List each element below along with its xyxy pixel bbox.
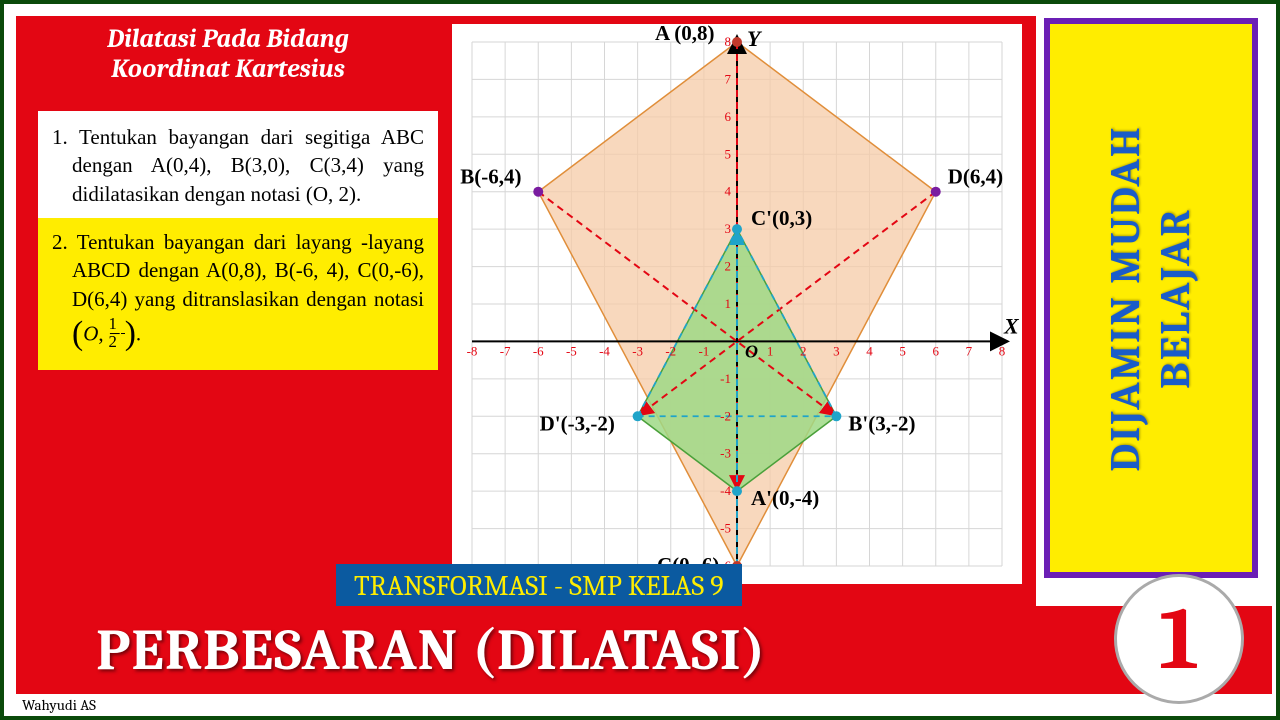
- sub-banner: TRANSFORMASI - SMP KELAS 9: [336, 564, 742, 608]
- svg-text:-4: -4: [720, 483, 731, 498]
- svg-text:-4: -4: [599, 343, 610, 358]
- svg-text:-1: -1: [720, 371, 731, 386]
- problem-1: 1. Tentukan bayangan dari segitiga ABC d…: [52, 123, 424, 208]
- svg-text:6: 6: [933, 343, 940, 358]
- svg-text:5: 5: [725, 146, 732, 161]
- svg-text:8: 8: [725, 34, 732, 49]
- svg-text:3: 3: [833, 343, 840, 358]
- svg-text:-3: -3: [720, 446, 731, 461]
- svg-text:-5: -5: [566, 343, 577, 358]
- svg-text:-8: -8: [467, 343, 478, 358]
- svg-text:D'(-3,-2): D'(-3,-2): [540, 411, 615, 435]
- svg-text:X: X: [1003, 313, 1020, 338]
- svg-text:Y: Y: [747, 26, 763, 51]
- svg-text:3: 3: [725, 221, 732, 236]
- svg-text:A (0,8): A (0,8): [655, 24, 715, 45]
- svg-text:-6: -6: [533, 343, 544, 358]
- title-line1: Dilatasi Pada Bidang: [38, 24, 418, 54]
- svg-text:-2: -2: [720, 408, 731, 423]
- svg-text:7: 7: [725, 71, 732, 86]
- svg-text:4: 4: [725, 184, 732, 199]
- svg-text:6: 6: [725, 109, 732, 124]
- slide-title: Dilatasi Pada Bidang Koordinat Kartesius: [38, 24, 418, 84]
- svg-text:2: 2: [725, 259, 732, 274]
- svg-text:B(-6,4): B(-6,4): [460, 165, 521, 189]
- bottom-banner: PERBESARAN (DILATASI): [16, 606, 1272, 694]
- svg-text:5: 5: [899, 343, 906, 358]
- problem-2: 2. Tentukan bayangan dari layang -layang…: [52, 228, 424, 358]
- svg-text:C'(0,3): C'(0,3): [751, 206, 812, 230]
- svg-text:-3: -3: [632, 343, 643, 358]
- svg-text:7: 7: [966, 343, 973, 358]
- main-red-area: Dilatasi Pada Bidang Koordinat Kartesius…: [16, 16, 1036, 606]
- svg-text:-1: -1: [698, 343, 709, 358]
- svg-text:D(6,4): D(6,4): [948, 165, 1003, 189]
- coordinate-chart: -8-7-6-5-4-3-2-112345678-6-5-4-3-2-11234…: [452, 24, 1022, 584]
- problems-box: 1. Tentukan bayangan dari segitiga ABC d…: [38, 111, 438, 370]
- svg-text:B'(3,-2): B'(3,-2): [848, 411, 915, 435]
- side-promo-box: DIJAMIN MUDAH BELAJAR: [1044, 18, 1258, 578]
- svg-text:2: 2: [800, 343, 807, 358]
- title-line2: Koordinat Kartesius: [38, 54, 418, 84]
- problem-2-highlight: 2. Tentukan bayangan dari layang -layang…: [38, 218, 438, 370]
- svg-text:1: 1: [725, 296, 732, 311]
- episode-number-circle: 1: [1114, 574, 1244, 704]
- svg-text:-2: -2: [665, 343, 676, 358]
- bottom-banner-text: PERBESARAN (DILATASI): [16, 617, 766, 684]
- side-promo-text: DIJAMIN MUDAH BELAJAR: [1101, 125, 1202, 472]
- svg-text:4: 4: [866, 343, 873, 358]
- svg-text:A'(0,-4): A'(0,-4): [751, 486, 819, 510]
- svg-text:1: 1: [767, 343, 774, 358]
- svg-text:-7: -7: [500, 343, 511, 358]
- author-credit: Wahyudi AS: [18, 696, 100, 714]
- svg-text:8: 8: [999, 343, 1006, 358]
- svg-text:-5: -5: [720, 521, 731, 536]
- svg-text:O: O: [745, 341, 758, 361]
